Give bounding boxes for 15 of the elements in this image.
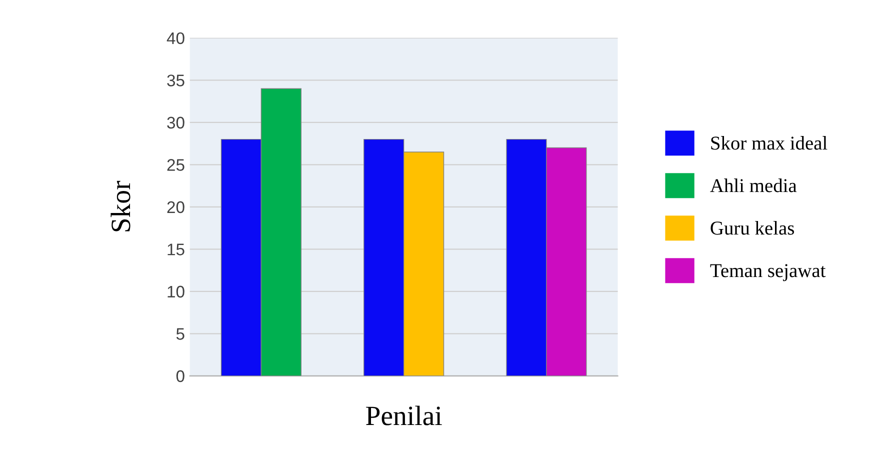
x-axis-title: Penilai <box>366 406 442 426</box>
y-tick-label: 40 <box>166 32 184 44</box>
y-tick-label: 35 <box>167 74 184 86</box>
y-tick-label: 10 <box>168 286 184 298</box>
y-tick-label: 0 <box>176 370 184 382</box>
legend-label: Guru kelas <box>710 221 794 235</box>
y-tick-label: 30 <box>167 116 184 129</box>
y-axis-title: Skor <box>110 180 130 232</box>
legend-label: Ahli media <box>710 178 797 192</box>
legend-label: Teman sejawat <box>710 264 826 282</box>
y-tick-label: 20 <box>167 201 184 214</box>
y-tick-label: 5 <box>176 328 184 340</box>
y-tick-label: 25 <box>167 159 184 171</box>
y-tick-label: 15 <box>168 244 184 256</box>
legend-label: Skor max ideal <box>711 136 828 150</box>
